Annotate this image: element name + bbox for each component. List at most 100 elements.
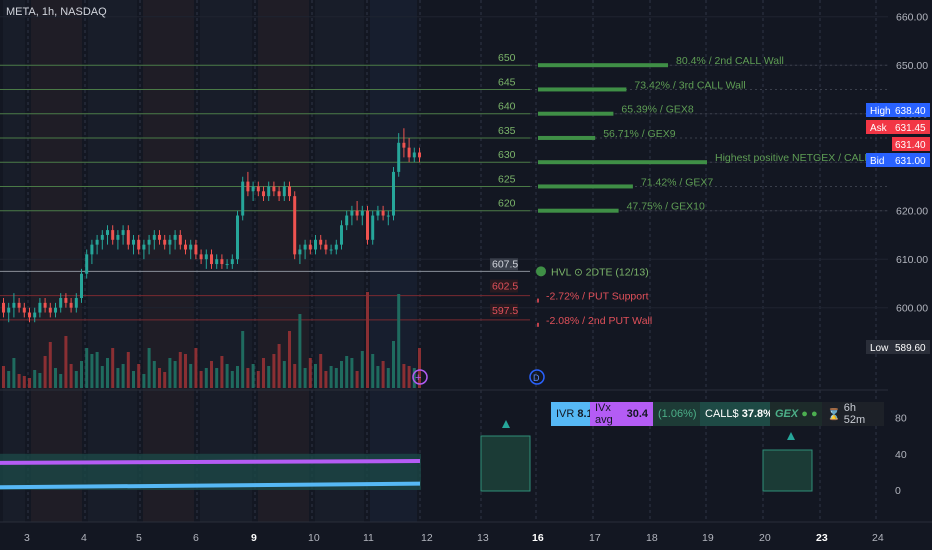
volume-bar (376, 366, 380, 388)
volume-bar (340, 361, 343, 388)
session-band (31, 0, 82, 522)
candle-body (376, 210, 380, 216)
hvl-dot (536, 266, 546, 277)
volume-bar (163, 372, 167, 388)
volume-bar (189, 364, 193, 388)
time-axis-label: 18 (646, 532, 658, 544)
volume-bar (225, 364, 229, 388)
gex-label: 56.71% / GEX9 (603, 128, 676, 140)
badge-label: Ask (870, 123, 888, 134)
candle-body (402, 142, 406, 148)
candle-body (397, 142, 401, 172)
pct-badge: (1.06%) (653, 402, 700, 426)
volume-bar (303, 368, 307, 388)
level-price-label: 602.5 (492, 281, 518, 293)
volume-bar (350, 358, 354, 388)
candle-body (189, 244, 193, 250)
level-price-label: 645 (498, 76, 516, 88)
candle-body (64, 298, 68, 303)
candle-body (282, 186, 286, 197)
volume-bar (142, 374, 146, 388)
time-axis-label: 16 (532, 532, 544, 544)
candle-body (308, 244, 312, 250)
level-price-label: 607.5 (492, 258, 518, 270)
volume-bar (28, 378, 31, 388)
candle-body (314, 239, 317, 250)
volume-bar (126, 352, 130, 388)
session-band (370, 0, 417, 522)
candle-body (293, 196, 297, 255)
candle-body (350, 210, 354, 216)
candle-body (2, 302, 5, 313)
badge-label-bg (866, 103, 892, 117)
volume-bar (100, 366, 104, 388)
gex-bar (538, 135, 596, 140)
triangle-up-icon (787, 432, 795, 440)
level-price-label: 640 (498, 101, 516, 113)
volume-bar (386, 368, 390, 388)
session-band (258, 0, 309, 522)
candle-body (381, 210, 385, 216)
volume-bar (38, 373, 42, 388)
volume-bar (329, 366, 333, 388)
volume-bar (33, 370, 37, 388)
level-price-label: 597.5 (492, 305, 518, 317)
volume-bar (334, 368, 338, 388)
volume-bar (267, 366, 271, 388)
candle-body (95, 239, 99, 245)
ivx-badge: IVx avg 30.4 (590, 402, 653, 426)
candle-body (168, 239, 172, 245)
level-price-label: 625 (498, 173, 516, 185)
price-tick-label: 610.00 (896, 254, 928, 266)
volume-bar (230, 371, 234, 388)
calls-badge: CALL$ 37.8% (700, 402, 773, 426)
candle-body (33, 312, 37, 318)
level-price-label: 635 (498, 125, 516, 137)
gex-label: 47.75% / GEX10 (627, 201, 705, 213)
candle-body (59, 298, 63, 308)
volume-bar (147, 348, 151, 388)
candle-body (121, 230, 125, 235)
candle-body (298, 249, 302, 255)
badge-value-bg (892, 103, 930, 117)
gex-label: 65.39% / GEX8 (621, 104, 694, 116)
volume-bar (236, 366, 239, 388)
candle-body (418, 152, 421, 158)
put-label: -2.08% / 2nd PUT Wall (546, 315, 652, 327)
volume-bar (220, 356, 224, 388)
candle-body (184, 244, 187, 250)
volume-bar (69, 364, 73, 388)
badge-label-bg (866, 340, 892, 354)
candle-body (22, 307, 26, 313)
badge-value: 638.40 (895, 106, 926, 117)
volume-bar (48, 342, 52, 388)
candle-body (412, 152, 416, 158)
badge-value: 631.45 (895, 123, 926, 134)
gex-badge: GEX ● ● (770, 402, 822, 426)
gex-bar (538, 111, 614, 116)
candle-body (329, 249, 333, 251)
volume-bar (366, 292, 369, 388)
badge-label: High (870, 106, 891, 117)
volume-bar (43, 356, 47, 388)
time-axis-label: 19 (702, 532, 714, 544)
candle-body (28, 312, 31, 318)
triangle-up-icon (502, 420, 510, 428)
time-axis-label: 4 (81, 532, 87, 544)
volume-bar (319, 354, 323, 388)
candle-body (142, 244, 146, 250)
candle-body (158, 234, 161, 240)
candle-body (210, 254, 213, 265)
candle-body (220, 259, 224, 265)
candle-body (132, 239, 135, 245)
volume-bar (360, 351, 364, 388)
badge-label-bg (866, 120, 892, 134)
candle-body (7, 307, 11, 313)
put-label-bg (490, 303, 518, 317)
price-tick-label: 650.00 (896, 60, 928, 72)
lower-series-line (0, 481, 421, 490)
candle-body (17, 302, 21, 308)
time-axis-label: 13 (477, 532, 489, 544)
price-tick-label: 600.00 (896, 303, 928, 315)
